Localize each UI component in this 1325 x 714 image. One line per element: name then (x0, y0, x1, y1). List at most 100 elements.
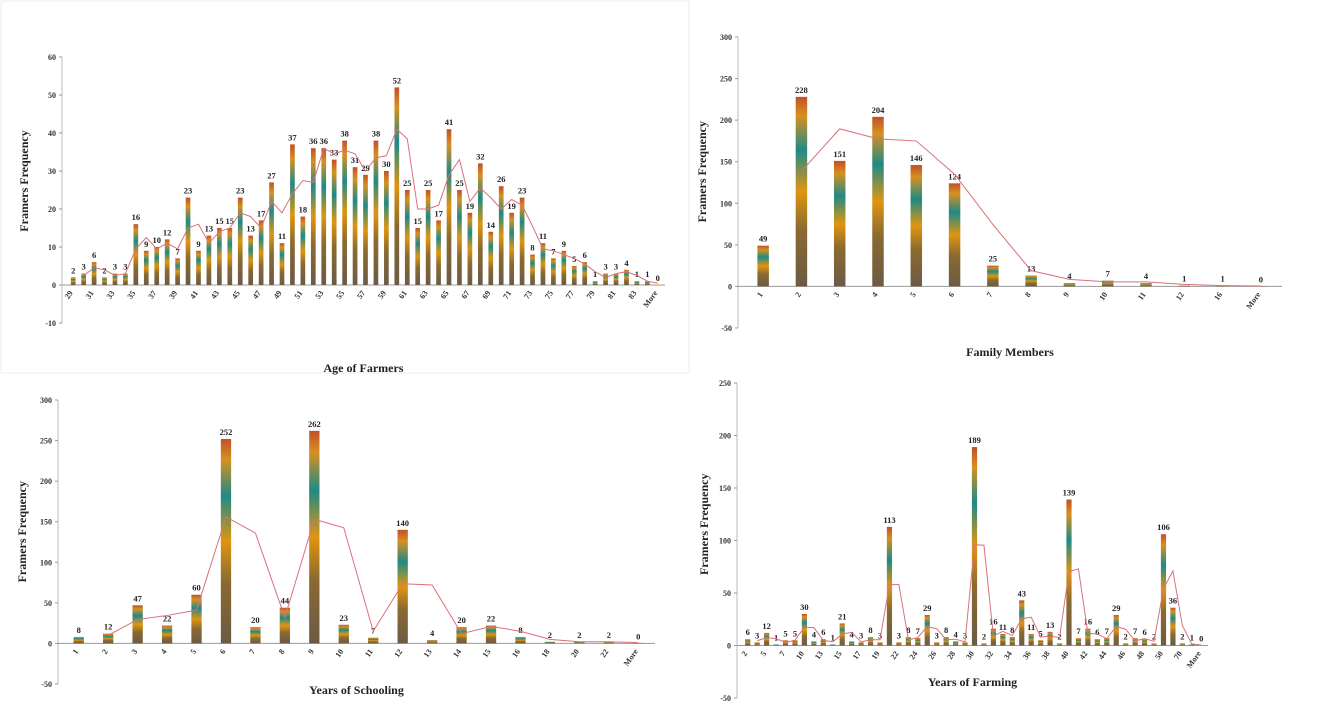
data-label: 22 (487, 614, 496, 624)
bar (206, 235, 212, 285)
x-tick-label: 20 (569, 647, 581, 659)
bar (515, 636, 526, 644)
y-tick-label: -50 (720, 694, 731, 703)
bar (456, 627, 467, 644)
bar (425, 190, 431, 285)
x-tick-label: 3 (832, 290, 842, 298)
bar (811, 641, 817, 646)
bar (530, 254, 535, 285)
data-label: 204 (872, 105, 886, 115)
y-tick-label: 250 (719, 379, 731, 388)
data-label: 106 (1157, 522, 1170, 532)
x-tick-label: 18 (540, 647, 552, 659)
x-tick-label: 17 (851, 649, 863, 661)
x-tick-label: 47 (251, 289, 263, 301)
bar (1063, 283, 1076, 287)
data-label: 5 (783, 628, 787, 638)
x-tick-label: 40 (1059, 649, 1071, 661)
bar (540, 243, 546, 285)
data-label: 2 (548, 630, 552, 640)
data-label: 27 (267, 170, 276, 180)
x-tick-label: More (622, 647, 640, 668)
data-label: 7 (1076, 626, 1081, 636)
x-tick-label: 79 (585, 289, 597, 301)
x-tick-label: 41 (188, 289, 200, 301)
bar (279, 243, 285, 285)
x-tick-label: 11 (1136, 290, 1148, 301)
data-label: 25 (989, 254, 998, 264)
data-label: 6 (583, 250, 587, 260)
bar (321, 148, 327, 285)
data-label: 25 (424, 178, 433, 188)
y-tick-label: 40 (48, 129, 56, 138)
bar (1056, 643, 1063, 646)
data-label: 52 (393, 75, 402, 85)
data-label: 1 (1220, 274, 1224, 284)
bar (290, 144, 295, 285)
bar (384, 171, 389, 285)
data-label: 36 (309, 136, 318, 146)
data-label: 13 (1046, 620, 1055, 630)
bar (112, 273, 118, 285)
bar (220, 438, 232, 644)
data-label: 7 (175, 246, 180, 256)
bar (849, 641, 855, 646)
data-label: 9 (196, 239, 200, 249)
data-label: 10 (152, 235, 161, 245)
data-label: 4 (953, 629, 958, 639)
data-label: 5 (793, 628, 797, 638)
x-tick-label: 65 (439, 289, 451, 301)
data-label: 41 (445, 117, 454, 127)
trendline (801, 128, 1261, 287)
bar (81, 273, 87, 285)
data-label: 16 (132, 212, 141, 222)
panel-frame (0, 0, 690, 374)
bar (498, 186, 504, 285)
trendline (83, 128, 658, 284)
bar (103, 633, 114, 644)
data-label: 11 (999, 622, 1007, 632)
x-tick-label: 43 (209, 289, 221, 301)
x-axis-title: Family Members (966, 345, 1054, 359)
y-tick-label: 300 (720, 33, 732, 42)
bar (363, 174, 368, 285)
data-label: 29 (923, 603, 932, 613)
data-label: 17 (434, 208, 443, 218)
bar (164, 239, 170, 285)
bar (1255, 285, 1267, 287)
data-label: 15 (215, 216, 224, 226)
y-tick-label: 100 (719, 537, 731, 546)
data-label: 22 (163, 614, 172, 624)
data-label: 124 (948, 171, 962, 181)
bar (1179, 643, 1185, 646)
x-tick-label: 61 (397, 289, 409, 301)
data-label: 19 (507, 201, 516, 211)
data-label: 0 (656, 273, 660, 283)
data-label: 2 (607, 630, 611, 640)
data-label: 2 (1152, 631, 1156, 641)
bar (603, 641, 614, 644)
bar (132, 605, 143, 644)
bar (196, 250, 201, 285)
bar (820, 639, 826, 646)
data-label: 4 (850, 629, 855, 639)
trendline (757, 544, 1202, 646)
x-tick-label: 67 (460, 289, 472, 301)
data-label: 3 (897, 630, 901, 640)
data-label: 11 (278, 231, 286, 241)
data-label: 8 (1010, 625, 1014, 635)
data-label: 16 (989, 617, 998, 627)
x-tick-label: 50 (1153, 649, 1165, 661)
x-tick-label: 36 (1021, 649, 1033, 661)
bar (1113, 615, 1119, 646)
x-tick-label: 12 (1174, 290, 1186, 302)
bar (279, 607, 291, 644)
bar (624, 269, 629, 285)
bar (962, 642, 968, 646)
bar (123, 273, 128, 285)
x-axis-title: Age of Farmers (324, 361, 404, 375)
bar (1132, 638, 1138, 646)
data-label: 6 (1095, 627, 1099, 637)
data-label: 3 (755, 630, 759, 640)
data-label: 6 (92, 250, 96, 260)
